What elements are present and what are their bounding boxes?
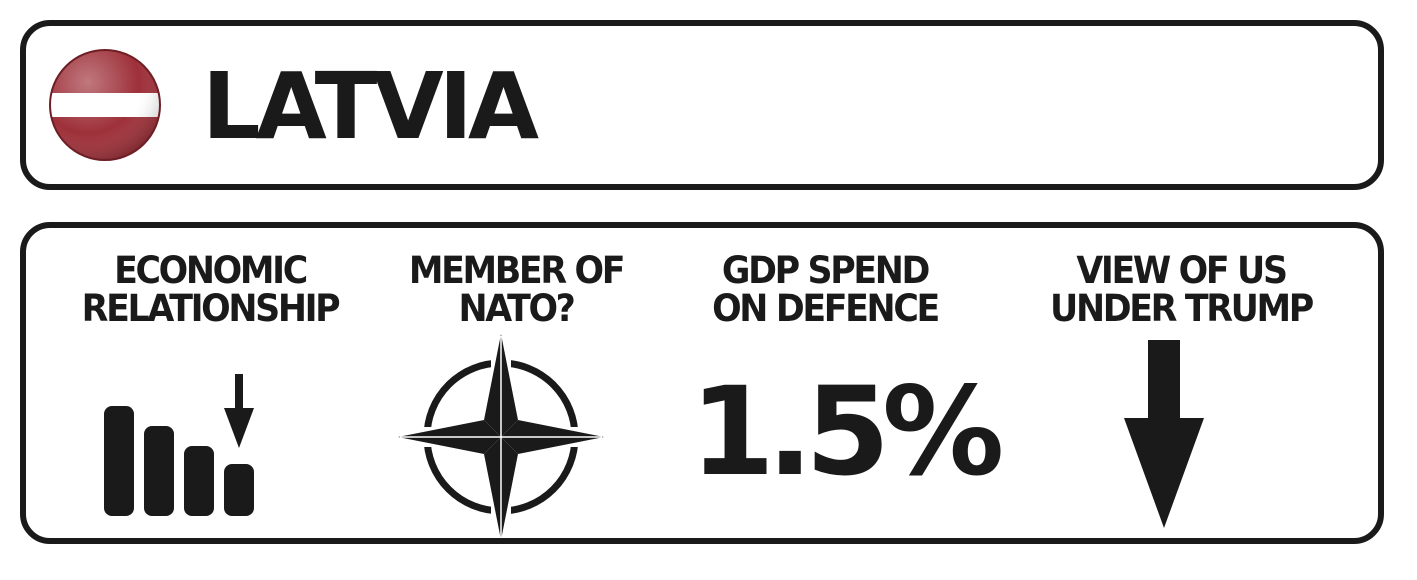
economic-relationship-label: ECONOMIC RELATIONSHIP: [81, 249, 341, 330]
country-name: LATVIA: [202, 53, 539, 160]
nato-compass-star-icon: [398, 334, 604, 540]
stats-panel: ECONOMIC RELATIONSHIP MEMBER OF NATO?: [20, 222, 1384, 544]
gdp-defence-value: 1.5%: [690, 361, 1004, 503]
country-header: LATVIA: [20, 20, 1384, 190]
nato-membership-label: MEMBER OF NATO?: [408, 249, 626, 330]
view-of-us-label: VIEW OF US UNDER TRUMP: [1050, 249, 1314, 330]
arrow-down-icon: [1124, 340, 1204, 528]
gdp-defence-label: GDP SPEND ON DEFENCE: [712, 249, 940, 330]
latvia-flag-icon: [49, 49, 161, 161]
trend-down-arrow-icon: [224, 374, 254, 448]
declining-bars-icon: [104, 374, 254, 516]
